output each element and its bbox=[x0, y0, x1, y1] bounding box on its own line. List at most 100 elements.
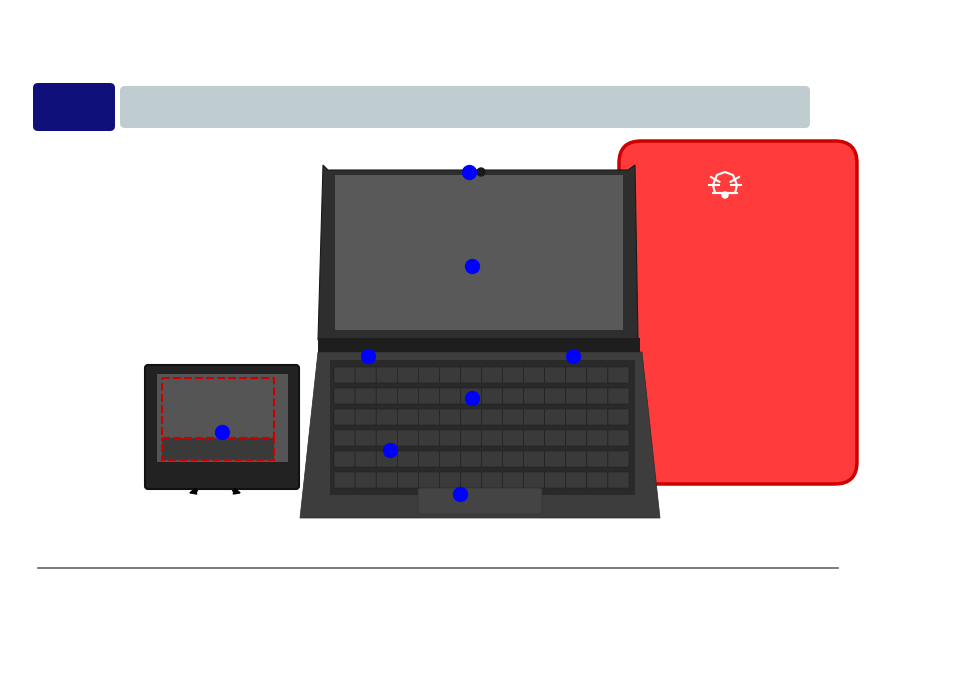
FancyBboxPatch shape bbox=[355, 430, 375, 446]
FancyBboxPatch shape bbox=[460, 472, 481, 488]
FancyBboxPatch shape bbox=[502, 430, 523, 446]
FancyBboxPatch shape bbox=[481, 409, 502, 425]
FancyBboxPatch shape bbox=[33, 83, 115, 131]
FancyBboxPatch shape bbox=[481, 367, 502, 383]
FancyBboxPatch shape bbox=[375, 472, 396, 488]
FancyBboxPatch shape bbox=[607, 451, 628, 467]
FancyBboxPatch shape bbox=[565, 472, 586, 488]
FancyBboxPatch shape bbox=[334, 430, 355, 446]
FancyBboxPatch shape bbox=[544, 409, 565, 425]
FancyBboxPatch shape bbox=[502, 409, 523, 425]
FancyBboxPatch shape bbox=[607, 388, 628, 404]
FancyBboxPatch shape bbox=[375, 451, 396, 467]
FancyBboxPatch shape bbox=[417, 388, 439, 404]
FancyBboxPatch shape bbox=[439, 409, 460, 425]
FancyBboxPatch shape bbox=[355, 409, 375, 425]
FancyBboxPatch shape bbox=[607, 472, 628, 488]
FancyBboxPatch shape bbox=[586, 367, 607, 383]
FancyBboxPatch shape bbox=[120, 86, 809, 128]
Polygon shape bbox=[317, 165, 638, 340]
Circle shape bbox=[476, 168, 484, 176]
FancyBboxPatch shape bbox=[375, 388, 396, 404]
FancyBboxPatch shape bbox=[607, 367, 628, 383]
FancyBboxPatch shape bbox=[334, 472, 355, 488]
FancyBboxPatch shape bbox=[565, 451, 586, 467]
FancyBboxPatch shape bbox=[396, 388, 417, 404]
FancyBboxPatch shape bbox=[502, 472, 523, 488]
FancyBboxPatch shape bbox=[607, 409, 628, 425]
FancyBboxPatch shape bbox=[417, 451, 439, 467]
FancyBboxPatch shape bbox=[523, 409, 544, 425]
FancyBboxPatch shape bbox=[417, 488, 541, 514]
FancyBboxPatch shape bbox=[544, 430, 565, 446]
Bar bbox=[162, 378, 274, 438]
FancyBboxPatch shape bbox=[544, 367, 565, 383]
FancyBboxPatch shape bbox=[460, 451, 481, 467]
FancyBboxPatch shape bbox=[481, 451, 502, 467]
FancyBboxPatch shape bbox=[417, 409, 439, 425]
FancyBboxPatch shape bbox=[439, 430, 460, 446]
FancyBboxPatch shape bbox=[586, 451, 607, 467]
FancyBboxPatch shape bbox=[481, 388, 502, 404]
FancyBboxPatch shape bbox=[417, 367, 439, 383]
Bar bbox=[317, 338, 639, 352]
FancyBboxPatch shape bbox=[460, 409, 481, 425]
FancyBboxPatch shape bbox=[565, 409, 586, 425]
FancyBboxPatch shape bbox=[145, 365, 298, 489]
FancyBboxPatch shape bbox=[565, 388, 586, 404]
FancyBboxPatch shape bbox=[417, 430, 439, 446]
FancyBboxPatch shape bbox=[334, 367, 355, 383]
Bar bbox=[157, 374, 288, 462]
FancyBboxPatch shape bbox=[502, 388, 523, 404]
FancyBboxPatch shape bbox=[375, 367, 396, 383]
FancyBboxPatch shape bbox=[396, 451, 417, 467]
FancyBboxPatch shape bbox=[586, 409, 607, 425]
Bar bbox=[162, 438, 274, 460]
Circle shape bbox=[721, 192, 727, 198]
FancyBboxPatch shape bbox=[618, 141, 856, 484]
FancyBboxPatch shape bbox=[334, 409, 355, 425]
FancyBboxPatch shape bbox=[355, 472, 375, 488]
FancyBboxPatch shape bbox=[355, 451, 375, 467]
FancyBboxPatch shape bbox=[586, 472, 607, 488]
FancyBboxPatch shape bbox=[544, 451, 565, 467]
FancyBboxPatch shape bbox=[460, 367, 481, 383]
FancyBboxPatch shape bbox=[417, 472, 439, 488]
FancyBboxPatch shape bbox=[396, 367, 417, 383]
FancyBboxPatch shape bbox=[375, 430, 396, 446]
FancyBboxPatch shape bbox=[523, 388, 544, 404]
FancyBboxPatch shape bbox=[439, 472, 460, 488]
FancyBboxPatch shape bbox=[460, 388, 481, 404]
FancyBboxPatch shape bbox=[523, 451, 544, 467]
FancyBboxPatch shape bbox=[396, 472, 417, 488]
FancyBboxPatch shape bbox=[523, 472, 544, 488]
FancyBboxPatch shape bbox=[523, 367, 544, 383]
Bar bbox=[335, 175, 622, 330]
FancyBboxPatch shape bbox=[481, 430, 502, 446]
FancyBboxPatch shape bbox=[355, 388, 375, 404]
FancyBboxPatch shape bbox=[460, 430, 481, 446]
FancyBboxPatch shape bbox=[481, 472, 502, 488]
FancyBboxPatch shape bbox=[396, 409, 417, 425]
FancyBboxPatch shape bbox=[607, 430, 628, 446]
Bar bbox=[330, 360, 635, 495]
FancyBboxPatch shape bbox=[334, 451, 355, 467]
FancyBboxPatch shape bbox=[502, 367, 523, 383]
FancyBboxPatch shape bbox=[439, 388, 460, 404]
FancyBboxPatch shape bbox=[375, 409, 396, 425]
FancyBboxPatch shape bbox=[334, 388, 355, 404]
FancyBboxPatch shape bbox=[355, 367, 375, 383]
FancyBboxPatch shape bbox=[565, 367, 586, 383]
FancyBboxPatch shape bbox=[523, 430, 544, 446]
FancyBboxPatch shape bbox=[439, 367, 460, 383]
FancyBboxPatch shape bbox=[502, 451, 523, 467]
FancyBboxPatch shape bbox=[396, 430, 417, 446]
FancyBboxPatch shape bbox=[586, 430, 607, 446]
Polygon shape bbox=[299, 352, 659, 518]
FancyBboxPatch shape bbox=[439, 451, 460, 467]
FancyBboxPatch shape bbox=[565, 430, 586, 446]
FancyBboxPatch shape bbox=[544, 472, 565, 488]
FancyBboxPatch shape bbox=[586, 388, 607, 404]
FancyBboxPatch shape bbox=[544, 388, 565, 404]
Bar bbox=[162, 438, 274, 460]
